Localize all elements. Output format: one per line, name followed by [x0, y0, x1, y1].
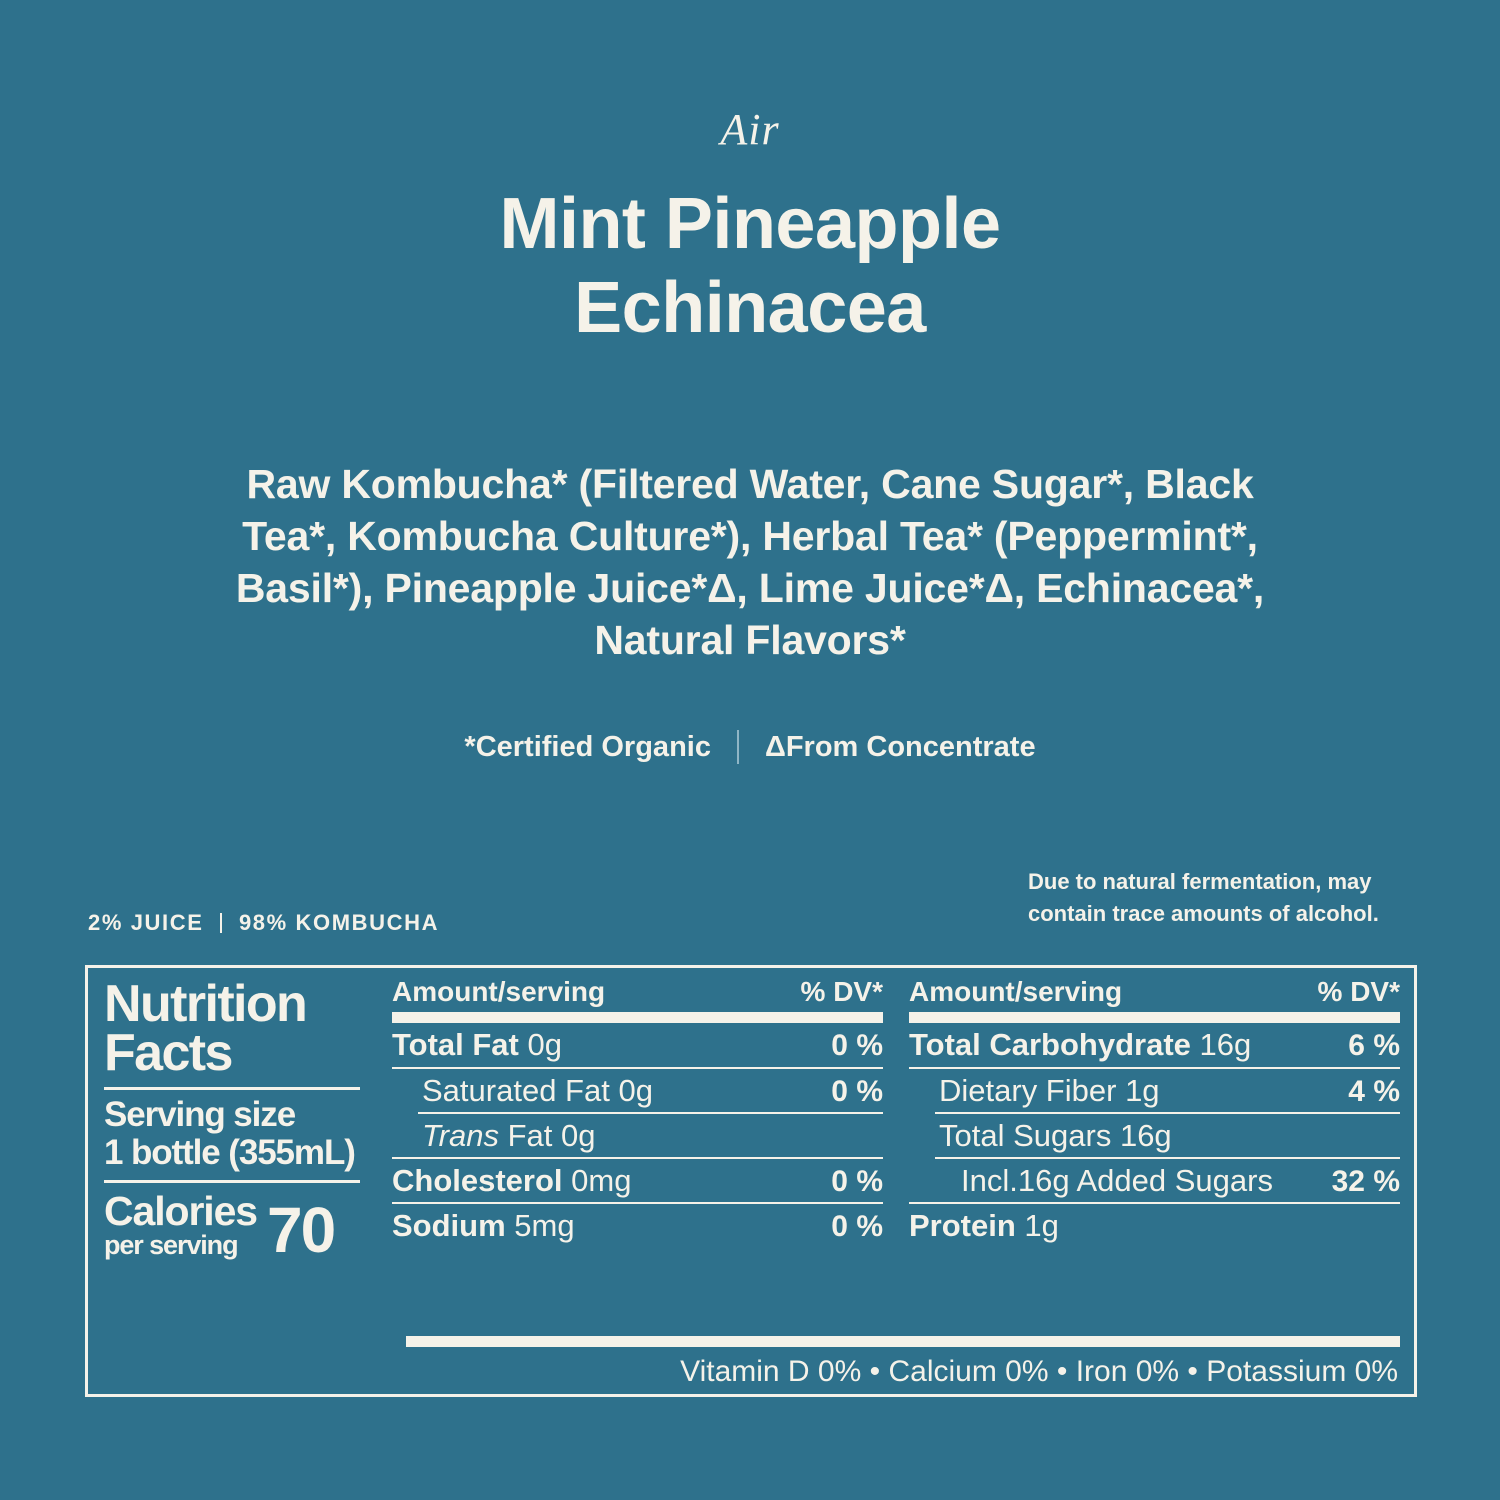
- table-row: Total Sugars 16g: [909, 1114, 1400, 1157]
- nutrient-amount: 16g: [1199, 1027, 1252, 1062]
- serving-size-label: Serving size: [104, 1094, 296, 1134]
- row-rule: [909, 1202, 1400, 1205]
- juice-percentage: 2% JUICE 98% KOMBUCHA: [88, 910, 439, 936]
- table-row: Total Carbohydrate 16g 6 %: [909, 1023, 1400, 1067]
- table-row: Trans Fat 0g: [392, 1114, 883, 1157]
- trans-italic: Trans: [422, 1118, 499, 1154]
- juice-percent-divider: [220, 913, 223, 933]
- nutrient-column-right: Amount/serving % DV* Total Carbohydrate …: [909, 976, 1400, 1336]
- nutrition-upper: Nutrition Facts Serving size 1 bottle (3…: [88, 968, 1414, 1336]
- nutrient-columns: Amount/serving % DV* Total Fat 0g 0 % Sa…: [376, 968, 1414, 1336]
- nutrient-column-left: Amount/serving % DV* Total Fat 0g 0 % Sa…: [392, 976, 883, 1336]
- nutrient-amount: 0mg: [571, 1162, 632, 1198]
- brand-name: Air: [720, 105, 780, 154]
- calories-labels: Calories per serving: [104, 1188, 258, 1260]
- nutrition-facts-title-line-1: Nutrition: [104, 975, 308, 1033]
- nutrient-dv: 6 %: [1348, 1029, 1400, 1062]
- nutrition-facts-title-line-2: Facts: [104, 1023, 233, 1082]
- nutrient-amount: 5mg: [514, 1208, 575, 1244]
- micronutrient-separator-bar: [406, 1336, 1400, 1347]
- right-amount-header: Amount/serving: [909, 976, 1123, 1007]
- footnote-from-concentrate: ΔFrom Concentrate: [764, 730, 1036, 763]
- nutrient-dv: 0 %: [831, 1074, 883, 1108]
- nutrient-name: Sodium 5mg: [392, 1208, 575, 1244]
- nutrient-name: Protein 1g: [909, 1208, 1059, 1244]
- footnote-divider: [736, 730, 739, 764]
- calories-block: Calories per serving 70: [104, 1188, 360, 1266]
- nutrient-amount: 0g: [561, 1118, 596, 1154]
- table-row: Sodium 5mg 0 %: [392, 1204, 883, 1248]
- ingredients-list: Raw Kombucha* (Filtered Water, Cane Suga…: [235, 461, 1265, 664]
- calories-value: 70: [267, 1193, 336, 1266]
- nutrition-summary-column: Nutrition Facts Serving size 1 bottle (3…: [88, 968, 376, 1336]
- right-header-bar: [909, 1012, 1400, 1023]
- nutrient-amount: 0g: [618, 1072, 653, 1108]
- right-column-spacer: [909, 1247, 1400, 1336]
- nutrient-name: Total Carbohydrate 16g: [909, 1027, 1252, 1062]
- kombucha-percent-value: 98% KOMBUCHA: [238, 910, 440, 935]
- left-column-spacer: [392, 1248, 883, 1336]
- nutrient-amount: 1g: [1125, 1072, 1160, 1108]
- row-rule: [392, 1066, 883, 1069]
- nutrient-dv: 0 %: [831, 1164, 883, 1198]
- table-row: Protein 1g: [909, 1204, 1400, 1247]
- table-row: Cholesterol 0mg 0 %: [392, 1159, 883, 1203]
- calories-rule: [104, 1180, 360, 1184]
- row-rule: [935, 1156, 1400, 1159]
- right-column-header: Amount/serving % DV*: [909, 976, 1400, 1010]
- row-rule: [392, 1156, 883, 1159]
- nutrient-name: Total Fat 0g: [392, 1027, 562, 1062]
- table-row: Dietary Fiber 1g 4 %: [909, 1069, 1400, 1113]
- micronutrient-row: Vitamin D 0% • Calcium 0% • Iron 0% • Po…: [680, 1355, 1398, 1388]
- fermentation-note: Due to natural fermentation, may contain…: [1028, 869, 1379, 926]
- right-dv-header: % DV*: [1317, 976, 1400, 1007]
- left-amount-header: Amount/serving: [392, 976, 606, 1007]
- nutrient-dv: 0 %: [831, 1210, 883, 1244]
- product-title-line-1: Mint Pineapple: [499, 184, 1001, 264]
- serving-rule: [104, 1086, 360, 1090]
- product-title-line-2: Echinacea: [574, 267, 926, 348]
- calories-sub-label: per serving: [104, 1229, 239, 1260]
- nutrient-name: Trans Fat 0g: [422, 1118, 596, 1154]
- serving-size-value: 1 bottle (355mL): [104, 1132, 356, 1172]
- row-rule: [392, 1202, 883, 1205]
- nutrient-dv: 0 %: [831, 1029, 883, 1062]
- nutrient-name: Cholesterol 0mg: [392, 1162, 632, 1198]
- nutrient-name: Dietary Fiber 1g: [939, 1072, 1160, 1108]
- row-rule: [935, 1112, 1400, 1115]
- nutrient-amount: 1g: [1024, 1208, 1059, 1244]
- row-rule: [418, 1112, 883, 1115]
- juice-percent-value: 2% JUICE: [88, 910, 204, 935]
- nutrition-facts-title: Nutrition Facts: [104, 975, 360, 1082]
- nutrient-name: Incl.16g Added Sugars: [961, 1162, 1273, 1198]
- nutrient-amount: 16g: [1119, 1118, 1172, 1154]
- product-title: Mint Pineapple Echinacea: [250, 183, 1250, 350]
- ingredient-footnotes: *Certified Organic ΔFrom Concentrate: [0, 730, 1500, 764]
- nutrition-facts-panel: Nutrition Facts Serving size 1 bottle (3…: [85, 965, 1417, 1397]
- nutrient-dv: 32 %: [1331, 1164, 1400, 1198]
- left-header-bar: [392, 1012, 883, 1023]
- nutrient-name: Total Sugars 16g: [939, 1118, 1172, 1154]
- left-dv-header: % DV*: [800, 976, 883, 1007]
- serving-size-block: Serving size 1 bottle (355mL): [104, 1094, 360, 1172]
- calories-label: Calories: [104, 1188, 258, 1235]
- nutrient-amount: 0g: [527, 1027, 562, 1062]
- footnote-certified-organic: *Certified Organic: [464, 730, 711, 763]
- table-row: Saturated Fat 0g 0 %: [392, 1069, 883, 1113]
- left-column-header: Amount/serving % DV*: [392, 976, 883, 1010]
- nutrient-name: Saturated Fat 0g: [422, 1072, 653, 1108]
- row-rule: [909, 1066, 1400, 1069]
- table-row: Incl.16g Added Sugars 32 %: [909, 1159, 1400, 1203]
- table-row: Total Fat 0g 0 %: [392, 1023, 883, 1067]
- nutrient-dv: 4 %: [1348, 1074, 1400, 1108]
